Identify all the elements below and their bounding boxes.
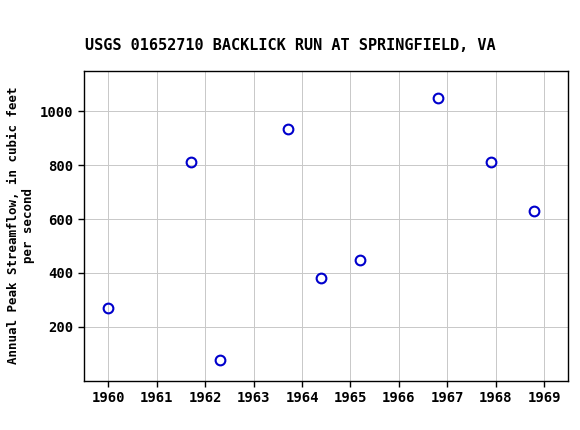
Text: USGS 01652710 BACKLICK RUN AT SPRINGFIELD, VA: USGS 01652710 BACKLICK RUN AT SPRINGFIEL… — [85, 38, 495, 52]
Text: USGS: USGS — [61, 10, 129, 31]
Bar — [3, 3, 53, 38]
Bar — [3, 3, 72, 37]
Bar — [4, 3, 52, 37]
Y-axis label: Annual Peak Streamflow, in cubic feet
per second: Annual Peak Streamflow, in cubic feet pe… — [6, 87, 35, 365]
